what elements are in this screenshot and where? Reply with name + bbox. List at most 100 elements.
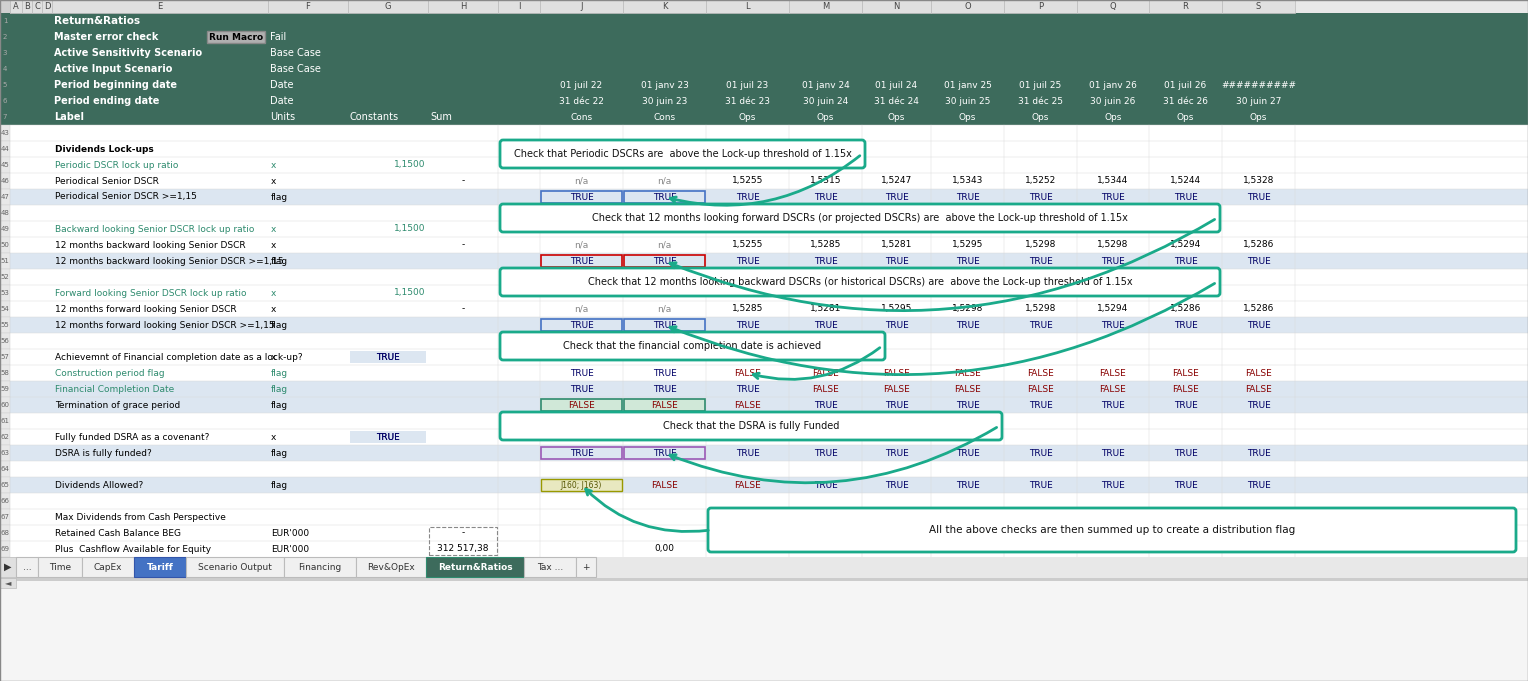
Text: H: H — [460, 2, 466, 11]
Text: 1,5286: 1,5286 — [1242, 240, 1274, 249]
Text: 1,1500: 1,1500 — [394, 289, 425, 298]
Text: TRUE: TRUE — [955, 449, 979, 458]
Text: x: x — [270, 176, 277, 185]
Text: TRUE: TRUE — [1102, 481, 1125, 490]
Text: TRUE: TRUE — [570, 368, 593, 377]
Text: 01 janv 25: 01 janv 25 — [944, 80, 992, 89]
Text: Backward looking Senior DSCR lock up ratio: Backward looking Senior DSCR lock up rat… — [55, 225, 254, 234]
Text: 62: 62 — [0, 434, 9, 440]
Bar — [11, 461, 1528, 477]
Text: 4: 4 — [3, 66, 8, 72]
Bar — [790, 319, 860, 331]
Bar — [0, 173, 11, 189]
Bar — [1222, 383, 1294, 395]
Text: TRUE: TRUE — [1174, 400, 1198, 409]
Text: 67: 67 — [0, 514, 9, 520]
Bar — [790, 479, 860, 491]
Bar — [11, 125, 1528, 141]
Bar — [38, 557, 83, 577]
Text: 1,5343: 1,5343 — [952, 176, 983, 185]
Text: K: K — [662, 2, 668, 11]
Text: Master error check: Master error check — [53, 32, 159, 42]
Bar — [541, 367, 622, 379]
Bar — [0, 578, 15, 588]
Text: +: + — [582, 563, 590, 571]
Text: B: B — [24, 2, 31, 11]
Text: TRUE: TRUE — [955, 481, 979, 490]
Bar — [863, 383, 931, 395]
Text: 2: 2 — [3, 34, 8, 40]
Text: 31 déc 25: 31 déc 25 — [1018, 97, 1063, 106]
Bar — [707, 399, 788, 411]
Bar — [0, 397, 11, 413]
Text: G: G — [385, 2, 391, 11]
Bar — [0, 413, 11, 429]
Text: n/a: n/a — [575, 176, 588, 185]
Bar — [0, 0, 11, 13]
Bar — [932, 255, 1002, 267]
Text: Financing: Financing — [298, 563, 342, 571]
Text: CapEx: CapEx — [93, 563, 122, 571]
Text: FALSE: FALSE — [568, 400, 594, 409]
Text: 01 janv 24: 01 janv 24 — [802, 80, 850, 89]
Text: 01 juil 22: 01 juil 22 — [561, 80, 602, 89]
Text: TRUE: TRUE — [570, 321, 593, 330]
Text: Q: Q — [1109, 2, 1117, 11]
Text: J160; J163): J160; J163) — [561, 481, 602, 490]
Bar — [11, 253, 1528, 269]
Text: TRUE: TRUE — [1174, 193, 1198, 202]
Text: Run Macro: Run Macro — [209, 33, 263, 42]
Text: N: N — [894, 2, 900, 11]
Bar — [15, 557, 38, 577]
Bar — [931, 0, 1004, 13]
Bar — [1077, 447, 1148, 459]
Bar — [932, 399, 1002, 411]
Text: 12 months forward looking Senior DSCR >=1,15: 12 months forward looking Senior DSCR >=… — [55, 321, 275, 330]
Text: n/a: n/a — [575, 304, 588, 313]
Bar — [863, 399, 931, 411]
Text: Scenario Output: Scenario Output — [199, 563, 272, 571]
Text: 01 juil 24: 01 juil 24 — [876, 80, 917, 89]
Text: Fully funded DSRA as a covenant?: Fully funded DSRA as a covenant? — [55, 432, 209, 441]
Text: Max Dividends from Cash Perspective: Max Dividends from Cash Perspective — [55, 513, 226, 522]
Text: -: - — [461, 240, 465, 249]
FancyBboxPatch shape — [500, 332, 885, 360]
Bar — [11, 349, 1528, 365]
Text: TRUE: TRUE — [1102, 257, 1125, 266]
Bar — [348, 0, 428, 13]
Text: 1,5298: 1,5298 — [1025, 240, 1056, 249]
Text: 61: 61 — [0, 418, 9, 424]
Bar — [0, 125, 11, 141]
Text: Cons: Cons — [570, 112, 593, 121]
Bar — [1151, 191, 1221, 203]
Text: S: S — [1256, 2, 1261, 11]
Text: TRUE: TRUE — [955, 193, 979, 202]
Bar — [932, 319, 1002, 331]
Text: FALSE: FALSE — [1027, 368, 1054, 377]
Text: 30 juin 23: 30 juin 23 — [642, 97, 688, 106]
Text: 1,5255: 1,5255 — [732, 240, 762, 249]
Bar — [52, 0, 267, 13]
Text: 12 months backward looking Senior DSCR >=1,15: 12 months backward looking Senior DSCR >… — [55, 257, 284, 266]
Text: TRUE: TRUE — [652, 257, 677, 266]
Bar — [932, 447, 1002, 459]
Bar — [11, 413, 1528, 429]
Text: TRUE: TRUE — [735, 449, 759, 458]
Text: TRUE: TRUE — [955, 321, 979, 330]
Bar — [11, 93, 1528, 109]
Bar — [539, 0, 623, 13]
Text: TRUE: TRUE — [1102, 321, 1125, 330]
Text: Ops: Ops — [740, 112, 756, 121]
Text: x: x — [270, 225, 277, 234]
Bar — [0, 205, 11, 221]
Text: FALSE: FALSE — [883, 368, 909, 377]
Text: TRUE: TRUE — [570, 385, 593, 394]
Text: I: I — [518, 2, 520, 11]
Text: 43: 43 — [0, 130, 9, 136]
Text: -: - — [461, 528, 465, 537]
Text: Financial Completion Date: Financial Completion Date — [55, 385, 174, 394]
Text: TRUE: TRUE — [570, 257, 593, 266]
Bar — [0, 29, 11, 45]
Bar — [0, 445, 11, 461]
Bar — [541, 191, 622, 203]
